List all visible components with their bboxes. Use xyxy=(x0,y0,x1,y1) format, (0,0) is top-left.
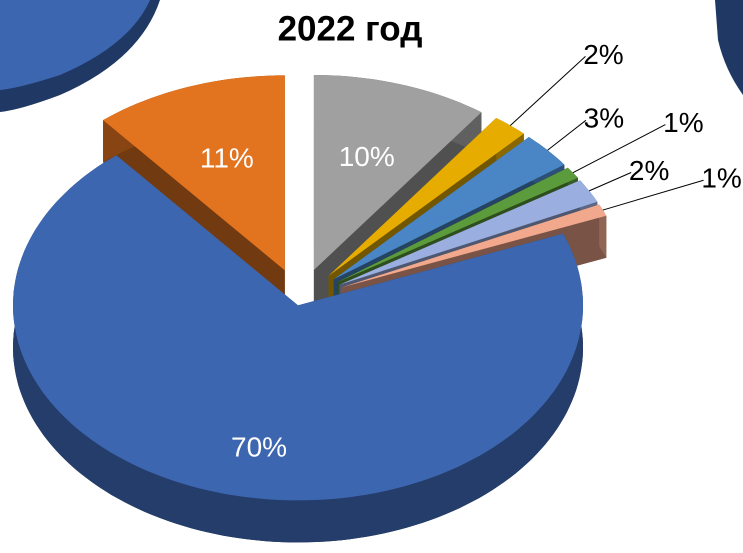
neighbor-chart-right xyxy=(715,0,743,95)
data-label: 2% xyxy=(629,155,669,186)
slice xyxy=(103,75,285,271)
slice xyxy=(13,155,583,501)
slice xyxy=(328,118,524,276)
data-label: 1% xyxy=(663,107,703,138)
leader-line xyxy=(547,119,587,151)
slice xyxy=(333,137,565,280)
data-label: 2% xyxy=(583,39,623,70)
slice xyxy=(337,167,578,283)
slice-rim xyxy=(599,204,607,258)
neighbor-chart-left xyxy=(0,0,160,112)
data-label: 1% xyxy=(701,163,741,194)
slice xyxy=(341,204,607,288)
pie: 10%2%3% 1%2% 1%70%11% xyxy=(13,39,742,543)
slice xyxy=(313,75,482,270)
leader-line xyxy=(510,56,586,126)
data-labels: 10%2%3% 1%2% 1%70%11% xyxy=(200,39,742,463)
data-label: 70% xyxy=(231,432,287,463)
leader-line xyxy=(572,124,666,174)
chart-title: 2022 год xyxy=(278,9,423,48)
slice-tops xyxy=(13,75,607,501)
data-label: 3% xyxy=(584,103,624,134)
leader-line xyxy=(588,172,632,192)
leader-line xyxy=(602,179,704,211)
data-label: 11% xyxy=(200,143,254,174)
data-label: 10% xyxy=(339,141,395,172)
slice xyxy=(339,180,598,285)
